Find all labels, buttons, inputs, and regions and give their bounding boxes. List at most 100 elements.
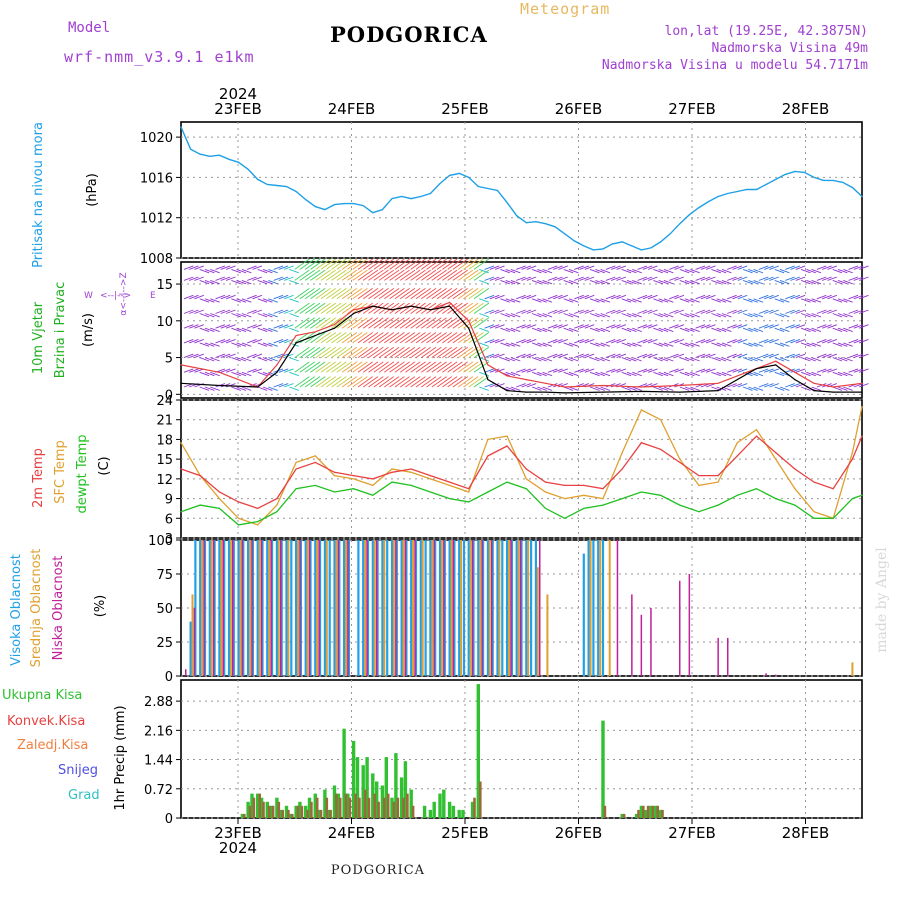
temp2m-line-point [736, 455, 738, 457]
pressure-line-point [333, 204, 336, 206]
wind-barb [231, 279, 241, 285]
conv-precip-bar [291, 813, 294, 818]
wind-barb [748, 342, 758, 347]
wind-barb [268, 298, 278, 303]
wind-barb [764, 353, 774, 359]
wind-barb [795, 294, 806, 300]
wind-barb [537, 313, 547, 318]
pressure-line-point [736, 190, 738, 193]
wind-barb [800, 279, 811, 285]
wind-barb [589, 342, 600, 347]
wind-barb [800, 386, 811, 391]
wind-barb [426, 258, 442, 270]
wind-barb [289, 298, 299, 303]
temp2m-line-point [372, 478, 374, 480]
high-cloud-bar [251, 540, 254, 676]
wind-barb [378, 346, 395, 358]
wind-speed-line-point [679, 391, 681, 393]
wind-barb [843, 268, 853, 274]
high-cloud-bar [434, 540, 437, 676]
wind-barb [848, 265, 859, 270]
wind-barb [674, 368, 685, 373]
high-cloud-bar [601, 540, 605, 676]
wind-barb [626, 386, 637, 391]
pressure-line-point [257, 178, 259, 180]
wind-barb [795, 353, 806, 359]
wind-barb [595, 342, 605, 347]
wind-barb [389, 332, 405, 344]
wind-barb [758, 324, 769, 329]
wind-barb [558, 265, 568, 270]
sfc-temp-line-point [429, 478, 431, 480]
wind-barb [236, 386, 247, 391]
total-precip-bar [399, 777, 404, 818]
wind-barb [806, 313, 816, 318]
wind-barb [494, 309, 505, 314]
wind-barb [647, 309, 658, 314]
low-cloud-bar [616, 540, 619, 676]
wind-barb [452, 376, 468, 388]
wind-barb [262, 313, 273, 318]
wind-barb [215, 276, 226, 281]
wind-barb [294, 361, 310, 373]
total-precip-bar [409, 789, 413, 818]
wind-barb [753, 342, 764, 347]
wind-barb [663, 327, 674, 333]
pressure-line-point [842, 181, 844, 183]
wind-barb [320, 288, 337, 300]
wind-barb [204, 279, 215, 285]
wind-barb [442, 288, 458, 300]
wind-barb [484, 368, 495, 373]
y-tick-label: 2.16 [144, 724, 173, 739]
high-cloud-bar [462, 540, 466, 676]
wind-barb [204, 298, 215, 303]
dewpt-line-point [755, 488, 758, 490]
wind-barb [257, 298, 268, 303]
wind-barb [494, 294, 505, 300]
wind-barb [690, 371, 700, 377]
wind-barb [600, 279, 611, 285]
wind-barb [257, 313, 268, 318]
y-tick-label: 1016 [140, 171, 173, 186]
high-cloud-bar [438, 540, 442, 676]
high-cloud-bar [256, 540, 259, 676]
wind-barb [399, 302, 416, 314]
wind-barb [584, 294, 595, 300]
sfc-temp-line-point [314, 455, 316, 457]
wind-barb [341, 376, 358, 388]
wind-barb [373, 361, 389, 373]
mid-cloud-bar [191, 594, 194, 676]
wind-barb [183, 324, 194, 329]
wind-barb [468, 302, 484, 314]
wind-barb [199, 342, 210, 347]
wind-barb [199, 386, 210, 391]
pressure-line-point [305, 199, 307, 201]
wind-barb [553, 353, 563, 359]
temp2m-line-point [679, 461, 681, 463]
wind-barb [262, 371, 273, 377]
conv-precip-bar [406, 793, 409, 818]
mid-cloud-bar [536, 567, 539, 676]
total-precip-bar [313, 793, 317, 818]
mid-cloud-bar [440, 540, 443, 676]
y-tick-label: 1008 [140, 252, 173, 267]
total-precip-bar [442, 789, 446, 818]
coords-label: lon,lat (19.25E, 42.3875N) [664, 24, 869, 39]
wind-barb [858, 276, 869, 281]
wind-barb [843, 386, 853, 391]
high-cloud-bar [290, 540, 293, 676]
wind-barb [621, 357, 632, 362]
wind-barb [510, 327, 521, 333]
wind-barb [421, 269, 437, 281]
high-cloud-bar [299, 540, 302, 676]
total-precip-bar [250, 793, 254, 818]
wind-barb [589, 313, 600, 318]
high-cloud-bar [218, 540, 221, 676]
wind-gust-line-point [525, 379, 527, 381]
low-cloud-bar [414, 540, 416, 676]
pressure-line-point [535, 221, 537, 223]
wind-barb [732, 309, 743, 314]
wind-barb [310, 269, 326, 281]
dewpt-line-point [717, 504, 719, 506]
total-precip-bar [422, 805, 427, 818]
